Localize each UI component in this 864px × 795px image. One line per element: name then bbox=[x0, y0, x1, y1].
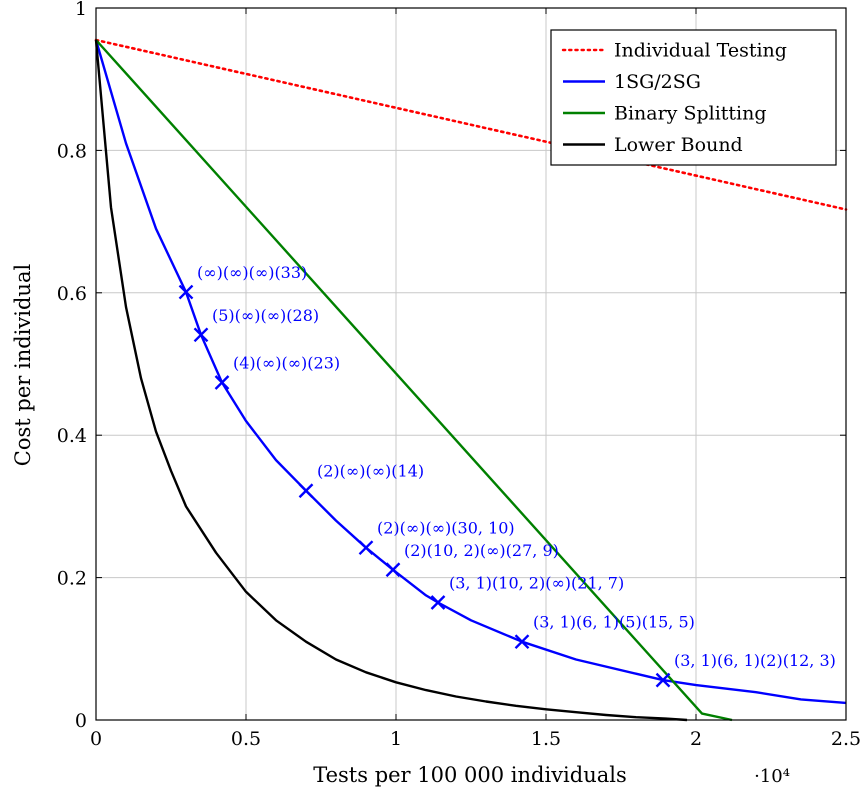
x-axis-label: Tests per 100 000 individuals bbox=[313, 763, 627, 787]
x-tick-label: 0 bbox=[90, 728, 102, 750]
series-line-lower-bound bbox=[94, 39, 688, 722]
data-point-label: (3, 1)(6, 1)(2)(12, 3) bbox=[674, 651, 836, 670]
legend-label: 1SG/2SG bbox=[614, 71, 701, 93]
data-point-marker bbox=[178, 284, 194, 300]
x-tick-label: 1.5 bbox=[531, 728, 561, 750]
x-tick-label: 2.5 bbox=[831, 728, 861, 750]
data-point-marker bbox=[514, 634, 530, 650]
data-point-label: (3, 1)(10, 2)(∞)(21, 7) bbox=[449, 574, 624, 593]
legend-label: Individual Testing bbox=[614, 40, 787, 62]
data-point-label: (2)(10, 2)(∞)(27, 9) bbox=[404, 541, 559, 560]
data-point-label: (2)(∞)(∞)(14) bbox=[317, 462, 424, 481]
data-point-label: (5)(∞)(∞)(28) bbox=[212, 306, 319, 325]
markers: (∞)(∞)(∞)(33) (5)(∞)(∞)(28) (4)(∞)(∞)(23) (… bbox=[178, 263, 836, 688]
data-point-marker bbox=[358, 540, 374, 556]
y-tick-label: 0.4 bbox=[57, 425, 87, 447]
data-point-label: (3, 1)(6, 1)(5)(15, 5) bbox=[533, 613, 695, 632]
data-point-label: (∞)(∞)(∞)(33) bbox=[197, 263, 307, 282]
y-tick-label: 0 bbox=[75, 710, 87, 732]
data-point-marker bbox=[385, 562, 401, 578]
x-tick-label: 1 bbox=[390, 728, 402, 750]
y-tick-label: 1 bbox=[75, 0, 87, 20]
tick-labels: 0 0.5 1 1.5 2 2.5 0 0.2 0.4 0.6 0.8 1 bbox=[57, 0, 861, 750]
plot-frame bbox=[95, 7, 847, 721]
y-tick-label: 0.8 bbox=[57, 140, 87, 162]
x-tick-label: 0.5 bbox=[231, 728, 261, 750]
legend: Individual Testing 1SG/2SG Binary Splittin… bbox=[550, 29, 837, 166]
legend-label: Lower Bound bbox=[614, 134, 743, 156]
y-tick-label: 0.2 bbox=[57, 568, 87, 590]
data-point-marker bbox=[193, 327, 209, 343]
y-axis-label: Cost per individual bbox=[11, 264, 35, 467]
data-point-marker bbox=[430, 595, 446, 610]
axes bbox=[95, 7, 847, 721]
legend-label: Binary Splitting bbox=[614, 103, 767, 125]
data-point-marker bbox=[655, 672, 671, 688]
series-line-binary-splitting bbox=[95, 39, 733, 722]
data-point-label: (2)(∞)(∞)(30, 10) bbox=[377, 519, 515, 538]
y-tick-label: 0.6 bbox=[57, 283, 87, 305]
data-point-marker bbox=[214, 375, 230, 390]
x-axis-multiplier: ·10⁴ bbox=[754, 766, 790, 787]
data-point-label: (4)(∞)(∞)(23) bbox=[233, 354, 340, 373]
series-line-individual-testing bbox=[94, 38, 848, 211]
legend-box bbox=[550, 29, 837, 166]
x-tick-label: 2 bbox=[690, 728, 702, 750]
data-point-marker bbox=[298, 483, 314, 499]
